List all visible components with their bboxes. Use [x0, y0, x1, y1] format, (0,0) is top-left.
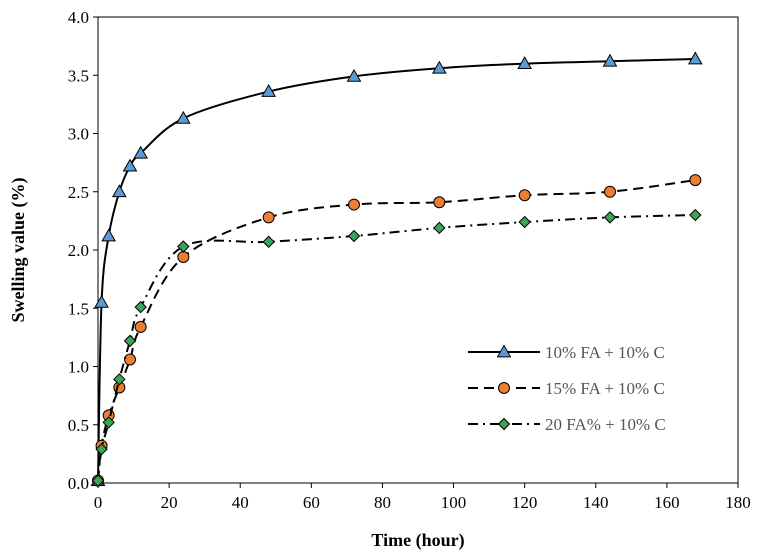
- data-point: [518, 215, 531, 229]
- y-tick-label: 2.5: [68, 183, 89, 202]
- data-point: [431, 60, 447, 74]
- series-line: [97, 179, 696, 481]
- plot-area-frame: [97, 16, 739, 484]
- data-point: [687, 51, 703, 65]
- data-point: [102, 416, 115, 429]
- legend-item: 10% FA + 10% C: [468, 343, 665, 362]
- data-point: [262, 211, 275, 224]
- legend-label: 20 FA% + 10% C: [545, 415, 666, 434]
- legend-label: 15% FA + 10% C: [545, 379, 665, 398]
- data-point: [94, 294, 109, 308]
- legend-marker: [497, 417, 511, 431]
- y-axis-ticks: 0.0 0.5 1.0 1.5 2.0 2.5 3.0 3.5 4.0: [68, 8, 98, 493]
- data-point: [604, 185, 616, 198]
- y-tick-label: 1.5: [68, 299, 89, 318]
- x-tick-label: 60: [303, 493, 320, 512]
- data-point: [689, 208, 702, 222]
- series-layer: [90, 51, 703, 487]
- data-point: [262, 235, 275, 249]
- x-tick-label: 0: [94, 493, 103, 512]
- data-point: [518, 189, 531, 202]
- x-tick-label: 140: [583, 493, 609, 512]
- x-tick-label: 180: [725, 493, 751, 512]
- data-point: [133, 145, 149, 159]
- data-point: [101, 228, 117, 242]
- data-point: [123, 334, 137, 348]
- data-point: [689, 174, 702, 187]
- x-tick-label: 120: [512, 493, 538, 512]
- legend-item: 20 FA% + 10% C: [468, 415, 666, 434]
- series-1: [90, 51, 703, 487]
- data-point: [603, 211, 617, 224]
- data-point: [113, 373, 126, 386]
- data-point: [433, 221, 446, 235]
- y-tick-label: 2.0: [68, 241, 89, 260]
- data-point: [122, 158, 138, 172]
- data-point: [346, 68, 362, 82]
- x-tick-label: 100: [441, 493, 467, 512]
- x-axis-title: Time (hour): [371, 530, 464, 551]
- data-point: [517, 56, 533, 69]
- data-point: [602, 53, 618, 67]
- y-tick-label: 0.5: [68, 416, 89, 435]
- data-point: [261, 84, 277, 97]
- data-point: [175, 110, 191, 124]
- data-point: [124, 353, 136, 366]
- y-tick-label: 1.0: [68, 358, 89, 377]
- data-point: [111, 184, 127, 198]
- data-point: [433, 196, 446, 209]
- y-tick-label: 3.0: [68, 125, 89, 144]
- data-point: [177, 250, 190, 263]
- x-tick-label: 20: [161, 493, 178, 512]
- data-point: [91, 474, 105, 487]
- x-axis-ticks: 0 20 40 60 80 100 120 140 160 180: [94, 483, 751, 512]
- series-3: [91, 208, 702, 487]
- x-tick-label: 80: [374, 493, 391, 512]
- y-tick-label: 0.0: [68, 474, 89, 493]
- data-point: [177, 240, 190, 253]
- legend-marker: [496, 344, 512, 358]
- legend-label: 10% FA + 10% C: [545, 343, 665, 362]
- y-tick-label: 3.5: [68, 66, 89, 85]
- legend-marker: [498, 382, 510, 394]
- data-point: [134, 320, 147, 333]
- data-point: [347, 229, 361, 243]
- y-tick-label: 4.0: [68, 8, 89, 27]
- legend: 10% FA + 10% C 15% FA + 10% C 20 FA% + 10%…: [468, 343, 666, 434]
- legend-item: 15% FA + 10% C: [468, 379, 665, 398]
- series-2: [92, 174, 702, 487]
- series-line: [97, 214, 696, 481]
- x-tick-label: 40: [232, 493, 249, 512]
- y-axis-title: Swelling value (%): [8, 177, 29, 322]
- data-point: [95, 443, 108, 456]
- x-tick-label: 160: [654, 493, 680, 512]
- data-point: [134, 300, 147, 314]
- data-point: [348, 198, 360, 211]
